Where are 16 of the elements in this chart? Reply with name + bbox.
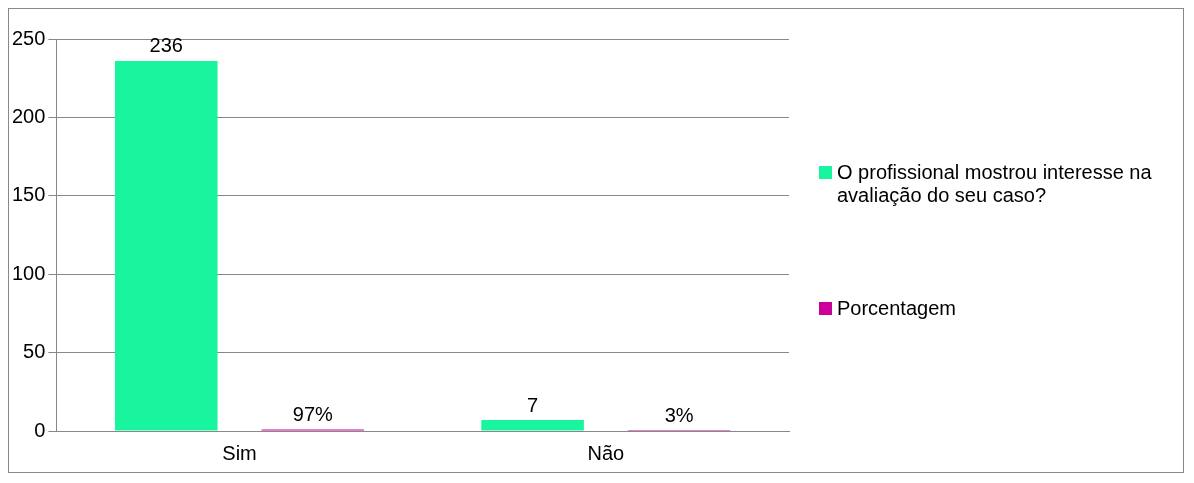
y-tick-label: 100 xyxy=(11,261,46,284)
y-tick-label: 50 xyxy=(23,340,46,363)
y-tick-label: 150 xyxy=(11,183,46,206)
bar xyxy=(114,60,218,431)
data-label: 3% xyxy=(664,404,694,427)
data-label: 7 xyxy=(527,393,539,416)
y-tick-label: 200 xyxy=(11,104,46,127)
legend-label: Porcentagem xyxy=(837,297,956,320)
x-tick-label: Não xyxy=(587,441,625,464)
x-tick-label: Sim xyxy=(222,441,257,464)
legend-label: O profissional mostrou interesse na avaliação do seu caso? xyxy=(837,161,1153,207)
data-label: 236 xyxy=(149,34,183,57)
y-tick-label: 0 xyxy=(34,418,46,441)
bar xyxy=(481,420,584,431)
data-label: 97% xyxy=(292,402,334,425)
y-tick-label: 250 xyxy=(11,26,46,49)
